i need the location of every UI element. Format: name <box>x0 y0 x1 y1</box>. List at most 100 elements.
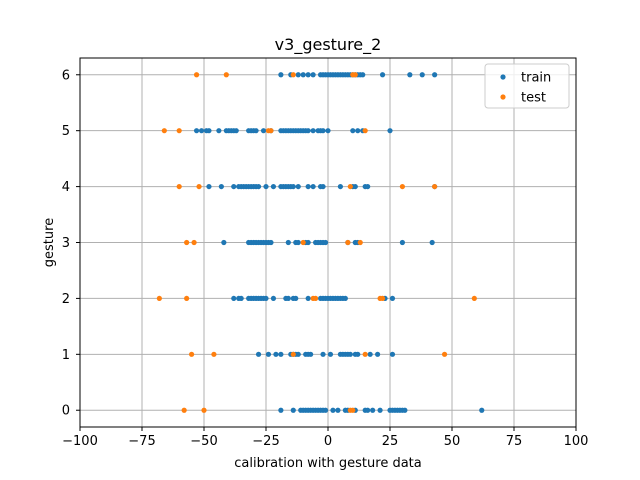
test-point <box>347 183 353 190</box>
train-point <box>285 295 291 302</box>
legend-marker-test <box>500 94 506 100</box>
train-point <box>290 407 296 413</box>
train-point <box>355 128 361 134</box>
train-point <box>402 407 408 413</box>
train-point <box>231 295 237 302</box>
axis-ticks: −100 −75 −50 −25 0 25 50 75 100 0 1 2 3 4 5 6 <box>62 68 589 449</box>
y-tick-label: 4 <box>62 180 70 195</box>
x-tick-label: −100 <box>62 434 98 449</box>
test-point <box>184 239 190 246</box>
x-tick-label: −50 <box>190 434 217 449</box>
test-point <box>184 295 190 302</box>
train-point <box>295 239 301 246</box>
legend-label-test: test <box>521 91 546 106</box>
test-point <box>345 239 351 246</box>
test-point <box>357 239 363 246</box>
y-tick-label: 1 <box>62 348 70 363</box>
train-point <box>268 239 274 246</box>
train-point <box>350 128 356 134</box>
test-point <box>181 407 187 413</box>
train-point <box>295 351 301 357</box>
x-tick-label: 100 <box>564 434 589 449</box>
legend-box <box>484 63 570 109</box>
legend-label-train: train <box>521 71 551 86</box>
train-point <box>305 183 311 190</box>
test-point <box>211 351 217 357</box>
series-test <box>156 72 477 413</box>
test-point <box>300 239 306 246</box>
test-point <box>193 72 200 78</box>
train-point <box>352 183 358 190</box>
train-point <box>389 295 396 302</box>
train-point <box>360 72 366 78</box>
train-point <box>216 128 222 134</box>
test-point <box>176 128 182 134</box>
train-point <box>479 407 485 413</box>
y-tick-label: 0 <box>62 404 70 419</box>
test-point <box>432 183 438 190</box>
train-point <box>260 128 267 134</box>
train-point <box>198 128 205 134</box>
train-point <box>221 239 227 246</box>
train-point <box>320 128 326 134</box>
test-point <box>441 351 448 357</box>
train-point <box>419 72 425 78</box>
train-point <box>238 295 244 302</box>
train-point <box>330 407 336 413</box>
train-point <box>310 183 316 190</box>
test-point <box>191 239 197 246</box>
test-point <box>268 128 274 134</box>
y-axis-label: gesture <box>42 218 57 267</box>
train-point <box>255 351 262 357</box>
test-point <box>161 128 167 134</box>
train-point <box>320 183 326 190</box>
train-point <box>265 351 272 357</box>
train-point <box>231 183 237 190</box>
train-point <box>387 128 393 134</box>
train-point <box>355 351 361 357</box>
test-point <box>362 128 368 134</box>
test-point <box>313 295 319 302</box>
train-point <box>218 183 224 190</box>
y-tick-label: 2 <box>62 292 70 307</box>
y-tick-label: 6 <box>62 68 70 83</box>
x-tick-label: 75 <box>506 434 523 449</box>
train-point <box>305 239 311 246</box>
train-point <box>322 407 329 413</box>
train-point <box>310 72 316 78</box>
train-point <box>325 128 331 134</box>
train-point <box>335 407 341 413</box>
train-point <box>273 351 279 357</box>
train-point <box>270 295 277 302</box>
train-point <box>253 128 259 134</box>
train-point <box>379 72 386 78</box>
train-point <box>320 351 326 357</box>
train-point <box>305 72 311 78</box>
train-point <box>285 239 291 246</box>
train-point <box>310 128 316 134</box>
train-point <box>278 72 284 78</box>
train-point <box>206 128 212 134</box>
train-point <box>270 183 277 190</box>
test-point <box>176 183 182 190</box>
train-point <box>377 407 383 413</box>
train-point <box>290 183 296 190</box>
train-point <box>305 128 311 134</box>
train-point <box>370 407 376 413</box>
train-point <box>305 295 311 302</box>
legend: train test <box>484 63 570 109</box>
test-point <box>290 72 296 78</box>
legend-marker-train <box>500 74 506 80</box>
test-point <box>290 351 296 357</box>
train-point <box>367 351 373 357</box>
test-point <box>156 295 162 302</box>
x-tick-label: 25 <box>382 434 399 449</box>
train-point <box>389 351 396 357</box>
train-point <box>407 72 413 78</box>
train-point <box>365 183 371 190</box>
train-point <box>429 239 435 246</box>
train-point <box>278 351 284 357</box>
test-point <box>471 295 477 302</box>
train-point <box>293 295 299 302</box>
